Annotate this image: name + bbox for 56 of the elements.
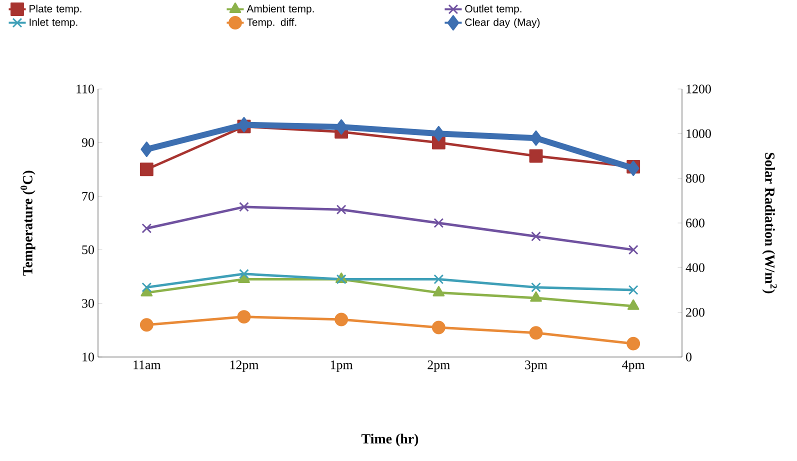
point — [239, 202, 249, 212]
y2-tick-label: 1000 — [686, 129, 711, 138]
y2-tick-label: 0 — [686, 352, 692, 362]
y-tick-label: 70 — [82, 192, 94, 201]
point — [530, 291, 542, 302]
legend-label: Plate temp. — [30, 4, 82, 14]
y2-axis-title: Solar Radiation (W/m$^{2}$) — [762, 152, 777, 294]
x-tick-label: 2pm — [428, 360, 450, 372]
y2-tick-label: 200 — [686, 308, 704, 317]
point — [140, 318, 154, 332]
point — [531, 282, 541, 292]
x-tick-label: 4pm — [622, 360, 645, 372]
legend-label: Ambient temp. — [246, 4, 314, 14]
point — [432, 320, 446, 334]
x-axis-title: Time (hr) — [361, 434, 418, 446]
point — [140, 162, 154, 176]
x-tick-label: 1pm — [330, 360, 353, 372]
point — [626, 336, 640, 350]
legend-label: Clear day (May) — [465, 18, 540, 28]
point — [531, 231, 541, 242]
y2-tick-label: 600 — [686, 218, 704, 228]
y2-tick-label: 800 — [686, 174, 704, 183]
point — [335, 119, 348, 135]
point — [334, 312, 348, 326]
point — [238, 117, 250, 132]
y-tick-label: 10 — [82, 352, 94, 362]
point — [140, 142, 153, 158]
point — [142, 282, 152, 292]
legend-label: Outlet temp. — [465, 4, 522, 14]
x-tick-label: 11am — [134, 360, 161, 370]
point — [142, 223, 152, 234]
point — [434, 218, 444, 228]
point — [434, 274, 444, 284]
point — [529, 326, 543, 340]
y-tick-label: 30 — [82, 299, 94, 308]
point — [628, 285, 638, 295]
point — [627, 299, 640, 310]
y-tick-label: 110 — [76, 84, 94, 94]
point — [432, 126, 445, 142]
legend-label: Inlet temp. — [30, 18, 78, 28]
point — [529, 149, 543, 163]
y-axis-title: Temperature ($^{0}$C) — [20, 170, 36, 276]
point — [530, 130, 542, 146]
x-tick-label: 12pm — [230, 360, 259, 372]
y2-tick-label: 400 — [686, 263, 704, 272]
point — [336, 204, 346, 215]
point — [432, 286, 445, 296]
legend-label: Temp. diff. — [246, 18, 296, 28]
y-tick-label: 90 — [82, 138, 94, 147]
y-tick-label: 50 — [82, 245, 94, 254]
point — [239, 268, 249, 279]
point — [628, 244, 638, 255]
y2-tick-label: 1200 — [686, 84, 711, 94]
x-tick-label: 3pm — [525, 360, 548, 372]
point — [237, 310, 251, 324]
point — [627, 160, 640, 176]
